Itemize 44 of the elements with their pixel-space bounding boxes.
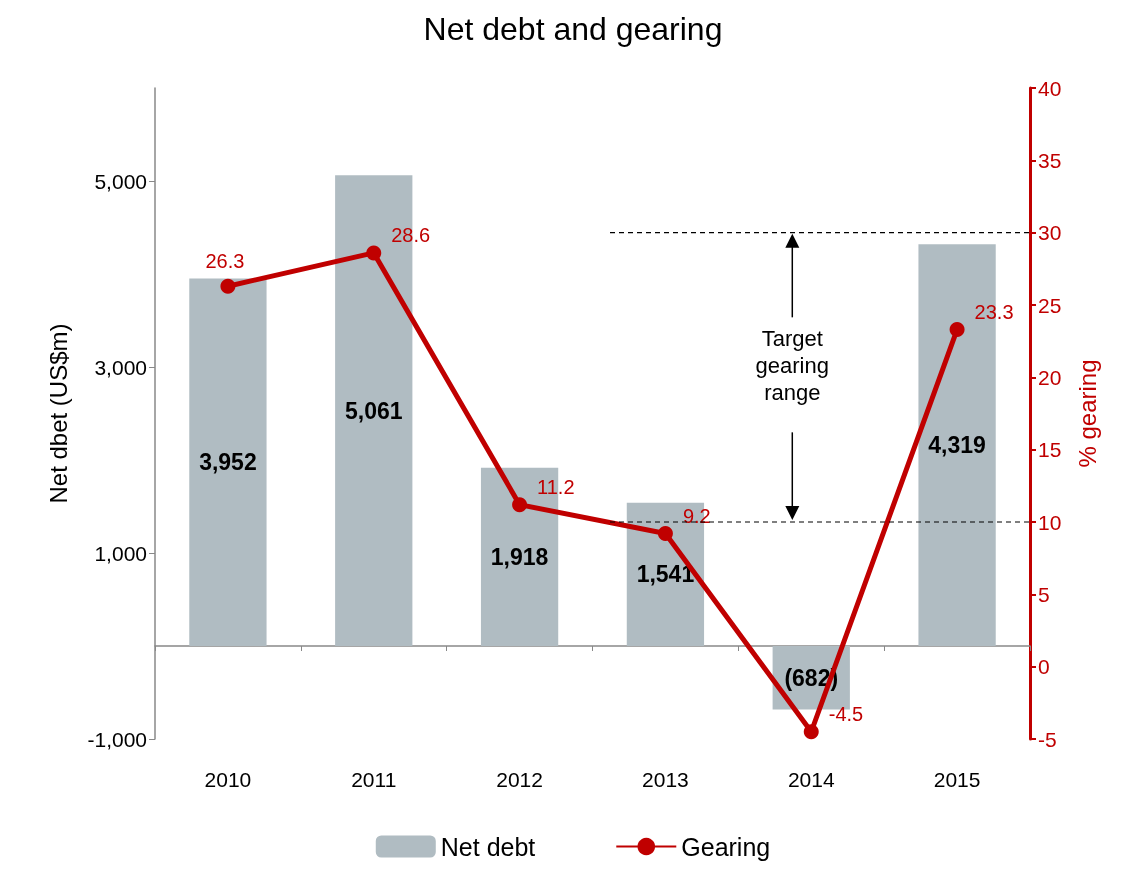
x-tick-label: 2014 (787, 768, 835, 791)
legend-label: Gearing (681, 832, 771, 861)
data-label: 26.3 (205, 250, 245, 273)
legend-label: Net debt (440, 832, 536, 861)
y-tick-label: 1,000 (94, 541, 147, 565)
data-label: 11.2 (537, 475, 575, 498)
data-label: 1,918 (490, 543, 549, 570)
y-tick-label: -1,000 (87, 727, 147, 751)
point (803, 724, 819, 740)
y-axis-title: Net dbet (US$m) (44, 323, 72, 504)
data-label: 9.2 (682, 504, 711, 527)
y2-tick-label: 5 (1038, 582, 1050, 606)
y2-tick-label: 35 (1038, 148, 1062, 172)
y2-tick-label: 0 (1038, 655, 1050, 679)
y2-tick-label: 15 (1038, 438, 1062, 462)
x-tick-label: 2010 (204, 768, 252, 791)
x-tick-label: 2012 (496, 768, 543, 791)
y2-tick-label: 30 (1038, 221, 1062, 245)
data-label: 5,061 (344, 397, 403, 424)
point (220, 278, 236, 294)
data-label: 28.6 (391, 223, 431, 246)
y-tick-label: 3,000 (94, 355, 147, 379)
y2-tick-label: 20 (1038, 365, 1062, 389)
data-label: -4.5 (828, 702, 864, 725)
point (512, 497, 528, 513)
y2-tick-label: 40 (1038, 76, 1062, 100)
point (657, 526, 673, 542)
x-tick-label: 2011 (351, 768, 397, 791)
point (949, 322, 965, 338)
data-label: 4,319 (928, 432, 986, 459)
y2-tick-label: 10 (1038, 510, 1062, 534)
y2-tick-label: -5 (1038, 727, 1057, 751)
data-label: 1,541 (636, 561, 695, 588)
y2-tick-label: 25 (1038, 293, 1062, 317)
y-tick-label: 5,000 (94, 169, 147, 193)
point (366, 245, 382, 261)
annotation: Target gearing range (737, 325, 848, 407)
data-label: 3,952 (199, 449, 257, 476)
data-label: 23.3 (974, 300, 1014, 323)
bar (189, 278, 267, 646)
x-tick-label: 2013 (642, 768, 689, 791)
x-tick-label: 2015 (933, 768, 981, 791)
chart-title: Net debt and gearing (423, 11, 723, 47)
y2-axis-title: % gearing (1073, 359, 1101, 468)
